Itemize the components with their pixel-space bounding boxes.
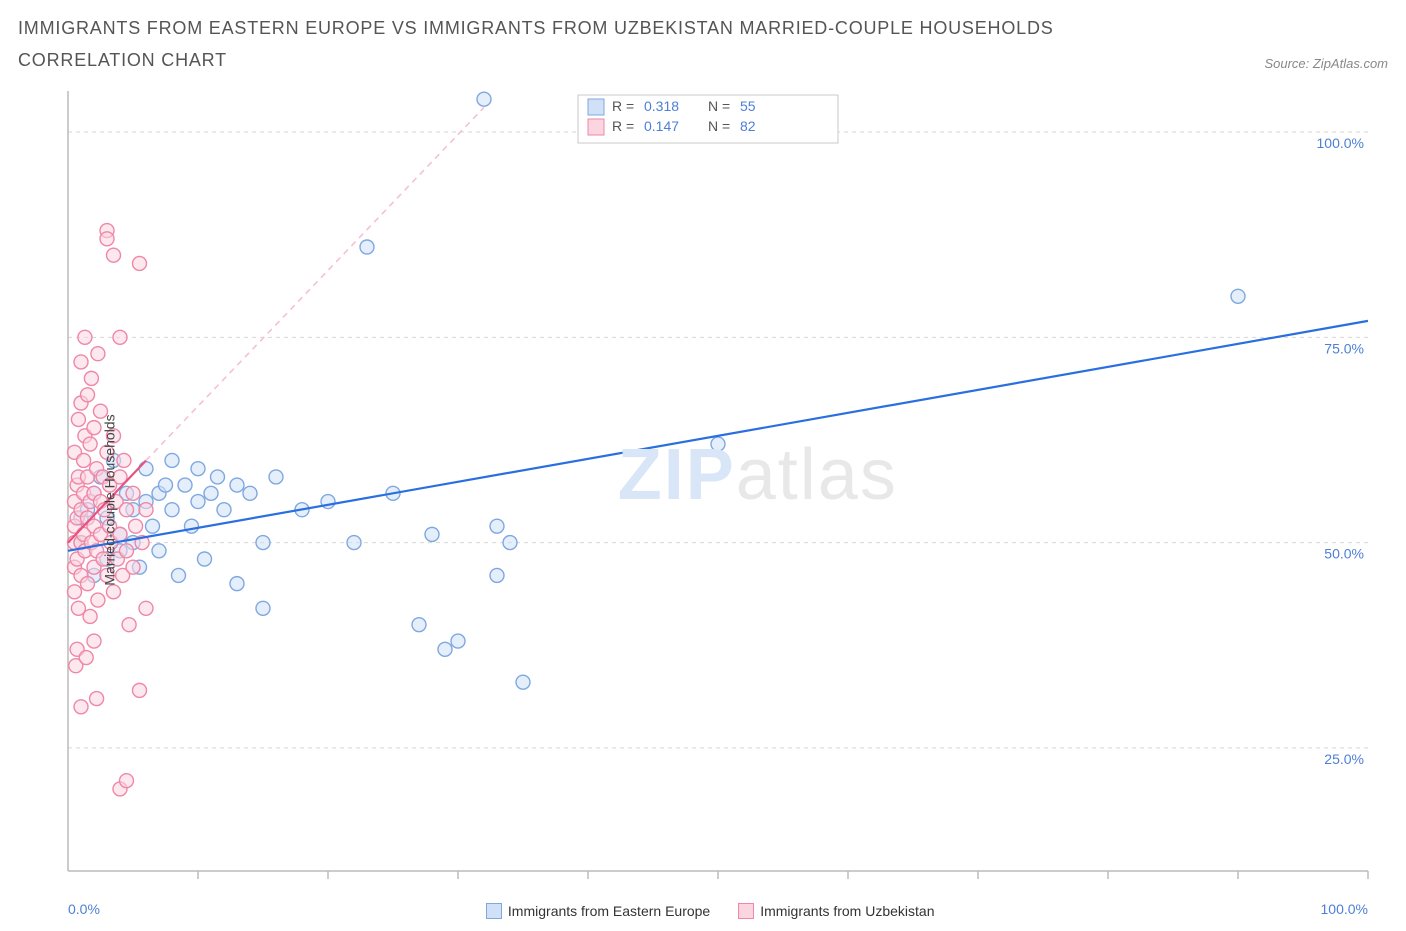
svg-text:0.318: 0.318 xyxy=(644,98,679,114)
scatter-chart: 25.0% 50.0% 75.0% 100.0% R = 0.318 N = 55 R = 0.1… xyxy=(18,81,1388,901)
header-row: IMMIGRANTS FROM EASTERN EUROPE VS IMMIGR… xyxy=(18,12,1388,77)
legend-swatch-pink xyxy=(738,903,754,919)
x-axis-max-label: 100.0% xyxy=(1321,901,1368,919)
chart-container: Married-couple Households ZIPatlas 25.0%… xyxy=(18,81,1388,919)
legend-item-eastern-europe: Immigrants from Eastern Europe xyxy=(486,903,710,919)
source-label: Source: ZipAtlas.com xyxy=(1264,56,1388,77)
series-legend: Immigrants from Eastern Europe Immigrant… xyxy=(486,903,935,919)
svg-text:82: 82 xyxy=(740,118,756,134)
chart-title: IMMIGRANTS FROM EASTERN EUROPE VS IMMIGR… xyxy=(18,12,1118,77)
svg-text:75.0%: 75.0% xyxy=(1324,340,1364,356)
x-axis-min-label: 0.0% xyxy=(68,901,100,919)
title-block: IMMIGRANTS FROM EASTERN EUROPE VS IMMIGR… xyxy=(18,12,1118,77)
legend-label-uzbekistan: Immigrants from Uzbekistan xyxy=(760,903,934,919)
svg-text:55: 55 xyxy=(740,98,756,114)
svg-text:N =: N = xyxy=(708,118,730,134)
svg-text:N =: N = xyxy=(708,98,730,114)
legend-swatch-blue xyxy=(486,903,502,919)
svg-text:R =: R = xyxy=(612,98,634,114)
svg-text:25.0%: 25.0% xyxy=(1324,751,1364,767)
svg-text:R =: R = xyxy=(612,118,634,134)
legend-item-uzbekistan: Immigrants from Uzbekistan xyxy=(738,903,934,919)
y-axis-label: Married-couple Households xyxy=(102,414,118,585)
svg-text:100.0%: 100.0% xyxy=(1317,135,1364,151)
svg-text:50.0%: 50.0% xyxy=(1324,545,1364,561)
legend-label-eastern-europe: Immigrants from Eastern Europe xyxy=(508,903,710,919)
svg-text:0.147: 0.147 xyxy=(644,118,679,134)
